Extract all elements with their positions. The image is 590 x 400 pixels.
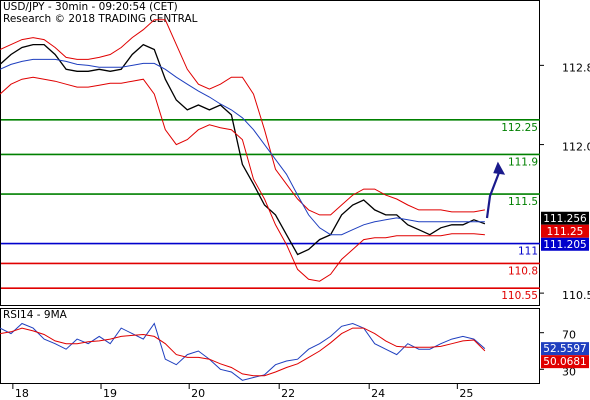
- value-box-label: 111.205: [543, 239, 586, 251]
- series-line: [0, 19, 485, 216]
- x-tick-label: 25: [459, 387, 473, 400]
- x-tick-label: 18: [15, 387, 29, 400]
- rsi-panel-frame: [0, 308, 540, 384]
- chart-title: USD/JPY - 30min - 09:20:54 (CET): [3, 1, 178, 13]
- series-line: [0, 327, 486, 377]
- level-label: 111: [518, 246, 538, 258]
- level-label: 110.55: [501, 290, 538, 302]
- value-box: 111.25: [541, 224, 589, 238]
- value-box-label: 111.256: [543, 213, 587, 225]
- chart-subtitle: Research © 2018 TRADING CENTRAL: [3, 13, 198, 25]
- value-box: 111.205: [541, 237, 589, 251]
- x-tick-label: 19: [103, 387, 117, 400]
- y-tick-label: 112.0: [562, 141, 590, 154]
- y-tick-label: 110.5: [562, 289, 590, 302]
- value-box-label: 50.0681: [543, 356, 586, 368]
- price-panel-frame: [0, 0, 540, 306]
- value-box-bg: [541, 237, 589, 251]
- arrow-shaft: [485, 169, 502, 219]
- x-tick-label: 24: [371, 387, 385, 400]
- value-box-bg: [541, 211, 589, 225]
- rsi-title: RSI14 - 9MA: [3, 309, 68, 321]
- y-tick-label: 70: [562, 329, 576, 342]
- series-line: [0, 58, 485, 236]
- y-tick-label: 30: [562, 365, 576, 378]
- arrow-head: [493, 161, 506, 175]
- value-box-bg: [541, 355, 589, 369]
- y-tick-label: 112.8: [562, 61, 590, 74]
- value-box: 52.5597: [541, 342, 589, 356]
- level-label: 111.9: [508, 156, 538, 168]
- value-box-label: 111.25: [547, 226, 584, 238]
- forecast-arrow: [485, 161, 506, 219]
- level-label: 111.5: [508, 196, 538, 208]
- series-line: [0, 43, 486, 256]
- value-box-label: 52.5597: [543, 343, 586, 355]
- value-box: 111.256: [541, 211, 589, 225]
- x-tick-label: 22: [281, 387, 295, 400]
- value-box-bg: [541, 342, 589, 356]
- series-line: [0, 76, 485, 282]
- level-label: 110.8: [508, 265, 538, 277]
- value-box-bg: [541, 224, 589, 238]
- x-tick-label: 20: [191, 387, 205, 400]
- level-label: 112.25: [501, 122, 538, 134]
- value-box: 50.0681: [541, 355, 589, 369]
